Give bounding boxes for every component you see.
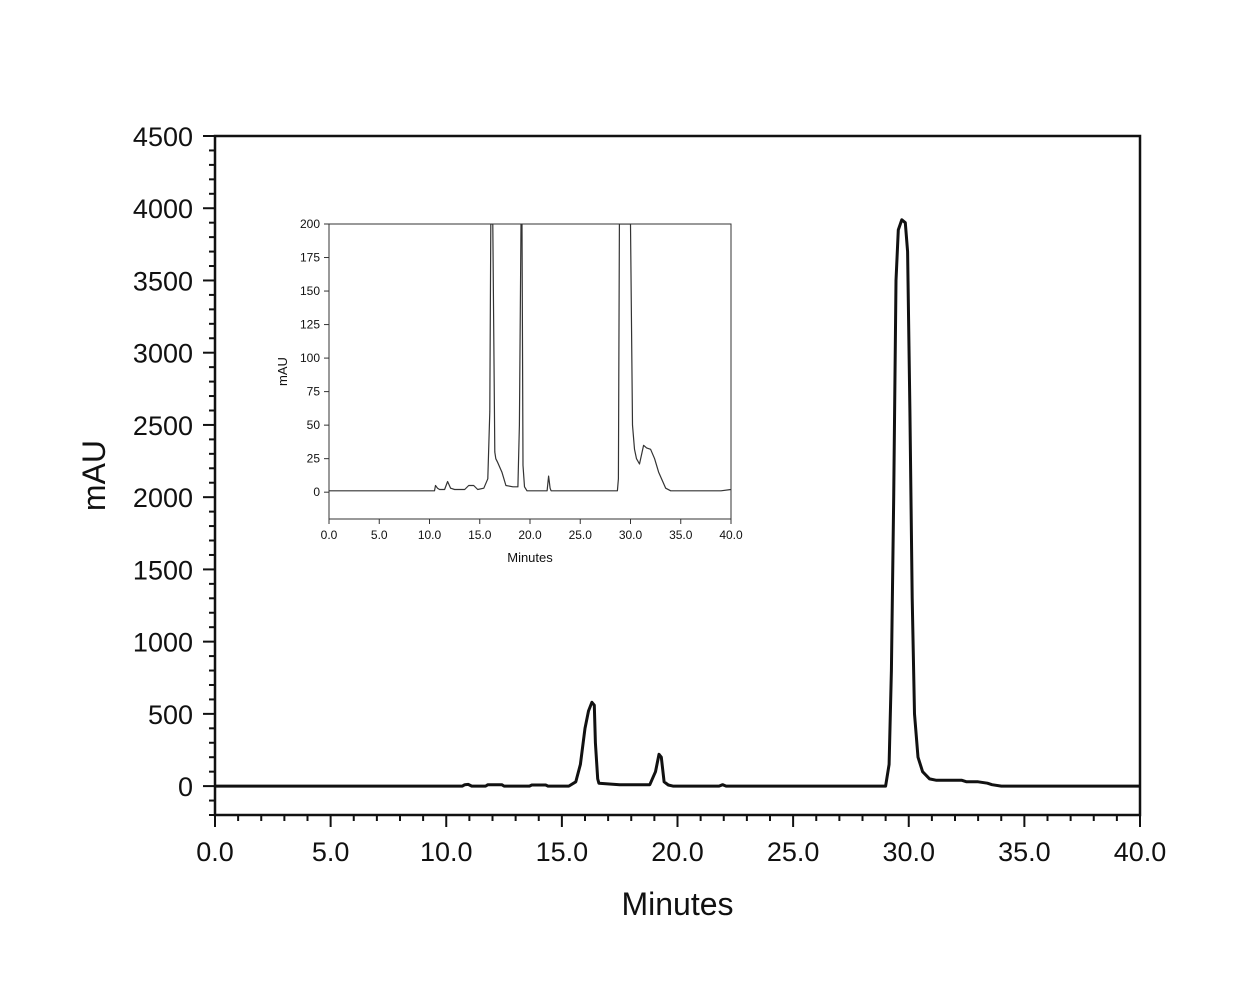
main-y-tick-label: 2000 <box>133 483 193 513</box>
inset-y-tick-label: 50 <box>307 418 321 432</box>
main-y-tick-label: 1000 <box>133 628 193 658</box>
inset-x-tick-label: 40.0 <box>719 528 743 542</box>
inset-y-tick-label: 75 <box>307 385 321 399</box>
main-x-tick-label: 25.0 <box>767 837 820 867</box>
main-y-tick-label: 1500 <box>133 555 193 585</box>
main-x-tick-label: 5.0 <box>312 837 350 867</box>
inset-y-tick-label: 200 <box>300 217 320 231</box>
inset-y-tick-label: 150 <box>300 284 320 298</box>
main-x-tick-label: 35.0 <box>998 837 1051 867</box>
inset-y-tick-label: 0 <box>313 485 320 499</box>
main-plot: 0.0 5.0 10.0 15.0 20.0 25.0 30.0 35.0 40.0050010… <box>76 122 1166 922</box>
inset-x-tick-label: 15.0 <box>468 528 492 542</box>
main-y-tick-label: 4000 <box>133 194 193 224</box>
inset-x-tick-label: 5.0 <box>371 528 388 542</box>
main-x-tick-label: 10.0 <box>420 837 473 867</box>
inset-x-tick-label: 20.0 <box>518 528 542 542</box>
main-trace-0 <box>215 218 1140 788</box>
inset-x-tick-label: 10.0 <box>418 528 442 542</box>
inset-x-axis-label: Minutes <box>507 550 553 565</box>
inset-y-tick-label: 25 <box>307 452 321 466</box>
inset-y-tick-label: 125 <box>300 318 320 332</box>
main-x-axis-label: Minutes <box>621 886 733 922</box>
main-x-tick-label: 15.0 <box>536 837 589 867</box>
main-y-tick-label: 4500 <box>133 122 193 152</box>
inset-x-tick-label: 0.0 <box>321 528 338 542</box>
inset-y-tick-label: 100 <box>300 351 320 365</box>
inset-frame <box>328 223 732 520</box>
inset-trace-0 <box>329 224 731 492</box>
inset-y-tick-label: 175 <box>300 251 320 265</box>
inset-y-axis-label: mAU <box>275 357 290 386</box>
main-x-tick-label: 40.0 <box>1114 837 1167 867</box>
main-x-tick-label: 20.0 <box>651 837 704 867</box>
inset-x-tick-label: 35.0 <box>669 528 693 542</box>
main-y-tick-label: 500 <box>148 700 193 730</box>
main-frame <box>213 134 1142 817</box>
main-y-tick-label: 2500 <box>133 411 193 441</box>
inset-plot: 0.0 5.0 10.0 15.0 20.0 25.0 30.0 35.0 40.0 0 25 50 7… <box>275 217 743 565</box>
main-y-axis-label: mAU <box>76 440 112 511</box>
inset-x-tick-label: 25.0 <box>569 528 593 542</box>
inset-x-tick-label: 30.0 <box>619 528 643 542</box>
main-x-tick-label: 30.0 <box>882 837 935 867</box>
main-x-tick-label: 0.0 <box>196 837 234 867</box>
main-y-tick-label: 3500 <box>133 266 193 296</box>
main-y-tick-label: 3000 <box>133 339 193 369</box>
main-y-tick-label: 0 <box>178 772 193 802</box>
